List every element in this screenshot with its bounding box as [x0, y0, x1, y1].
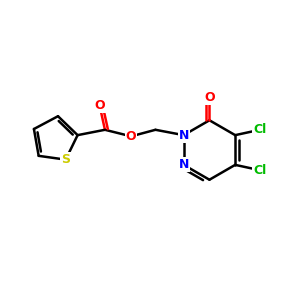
Text: O: O	[94, 99, 105, 112]
Text: Cl: Cl	[253, 123, 266, 136]
Text: O: O	[204, 91, 215, 103]
Text: Cl: Cl	[253, 164, 266, 177]
Text: S: S	[61, 153, 70, 166]
Text: N: N	[178, 129, 189, 142]
Text: N: N	[178, 158, 189, 171]
Text: O: O	[126, 130, 136, 143]
